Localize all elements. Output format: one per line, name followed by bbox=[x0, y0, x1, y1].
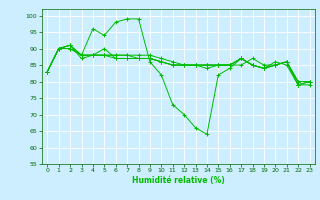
X-axis label: Humidité relative (%): Humidité relative (%) bbox=[132, 176, 225, 185]
